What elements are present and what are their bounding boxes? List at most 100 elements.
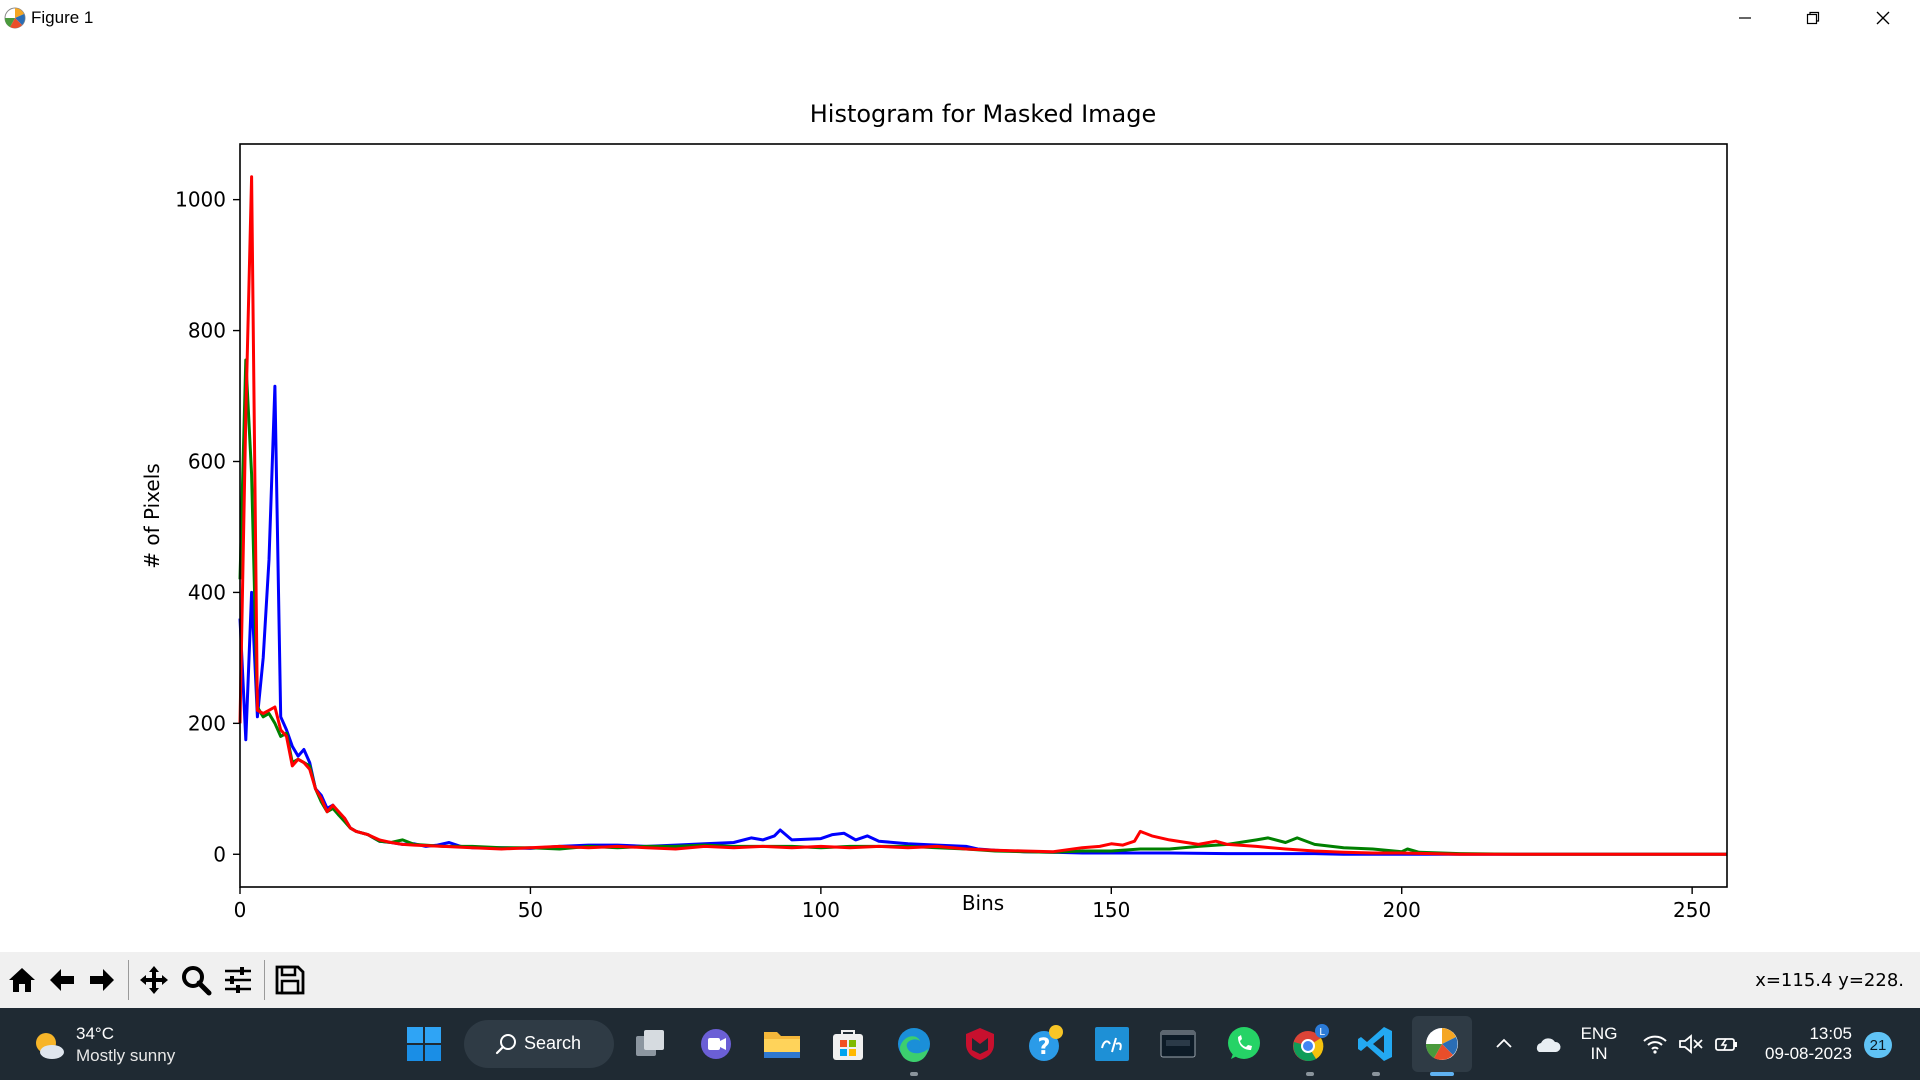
search-icon: [495, 1034, 516, 1055]
home-icon: [9, 968, 35, 992]
forward-button[interactable]: [84, 962, 120, 998]
task-view-button[interactable]: [628, 1022, 672, 1066]
back-arrow-icon: [50, 969, 74, 991]
onedrive-button[interactable]: [1530, 1022, 1564, 1066]
edge-icon: [898, 1028, 930, 1063]
store-icon: [833, 1030, 863, 1060]
minimize-button[interactable]: [1710, 0, 1780, 36]
chrome-button[interactable]: L: [1288, 1022, 1332, 1066]
toolbar-separator: [264, 960, 265, 1000]
save-icon: [275, 965, 305, 995]
clock-date: 09-08-2023: [1765, 1044, 1852, 1063]
search-label: Search: [524, 1033, 582, 1053]
taskbar-running-indicator: [910, 1072, 918, 1076]
language-indicator[interactable]: ENG IN: [1572, 1024, 1626, 1064]
mysql-icon: [1160, 1030, 1196, 1058]
window-titlebar: Figure 1: [0, 0, 1920, 36]
x-axis-ticks: 0 50 100 150 200 250: [234, 887, 1711, 922]
myhp-icon: [1095, 1027, 1129, 1061]
zoom-icon: [182, 966, 212, 996]
wifi-icon: [1643, 1035, 1667, 1054]
forward-arrow-icon: [90, 969, 114, 991]
cursor-coordinates: x=115.4 y=228.: [1755, 970, 1904, 991]
matplotlib-icon: [1425, 1028, 1458, 1060]
windows-taskbar: 34°C Mostly sunny Search ?: [0, 1008, 1920, 1080]
help-icon: ?: [1029, 1025, 1063, 1061]
partly-sunny-icon: [36, 1033, 64, 1059]
plot-frame: [239, 143, 1728, 888]
clock-time: 13:05: [1809, 1024, 1852, 1043]
x-tick-label: 0: [234, 898, 247, 922]
microsoft-store-button[interactable]: [826, 1022, 870, 1066]
x-tick-label: 200: [1383, 898, 1421, 922]
close-button[interactable]: [1848, 0, 1918, 36]
svg-text:L: L: [1319, 1027, 1325, 1038]
matplotlib-icon: [4, 7, 26, 29]
minimize-icon: [1739, 17, 1751, 19]
teams-chat-button[interactable]: [694, 1022, 738, 1066]
vscode-button[interactable]: [1354, 1022, 1398, 1066]
x-tick-label: 50: [518, 898, 543, 922]
x-tick-label: 150: [1092, 898, 1130, 922]
svg-text:?: ?: [1038, 1035, 1051, 1060]
x-axis-label: Bins: [962, 891, 1004, 915]
taskbar-search[interactable]: Search: [464, 1020, 614, 1068]
battery-button[interactable]: [1712, 1022, 1742, 1066]
y-tick-label: 0: [213, 842, 226, 866]
matplotlib-figure-taskbar-button[interactable]: [1412, 1016, 1472, 1072]
y-tick-label: 200: [188, 711, 226, 735]
series-line-1: [238, 358, 1727, 856]
back-button[interactable]: [44, 962, 80, 998]
teams-chat-icon: [701, 1029, 731, 1059]
series-layer: [238, 175, 1727, 856]
volume-button[interactable]: [1676, 1022, 1706, 1066]
mcafee-button[interactable]: [958, 1022, 1002, 1066]
get-help-button[interactable]: ?: [1024, 1022, 1068, 1066]
pan-icon: [140, 966, 168, 994]
taskbar-running-indicator: [1306, 1072, 1314, 1076]
task-view-icon: [636, 1030, 664, 1056]
clock[interactable]: 13:05 09-08-2023: [1756, 1024, 1852, 1064]
restore-button[interactable]: [1778, 0, 1848, 36]
histogram-chart: Histogram for Masked Image 0 50 100 150 200 2…: [140, 100, 1728, 922]
chart-title: Histogram for Masked Image: [810, 100, 1157, 128]
chrome-icon: L: [1293, 1024, 1329, 1062]
whatsapp-button[interactable]: [1222, 1022, 1266, 1066]
configure-subplots-icon: [225, 967, 251, 993]
y-axis-label: # of Pixels: [140, 463, 164, 568]
edge-browser-button[interactable]: [892, 1022, 936, 1066]
whatsapp-icon: [1228, 1027, 1260, 1059]
y-tick-label: 1000: [175, 188, 226, 212]
series-line-0: [238, 384, 1727, 856]
mysql-workbench-button[interactable]: [1156, 1022, 1200, 1066]
mcafee-shield-icon: [966, 1028, 994, 1060]
folder-icon: [764, 1032, 800, 1058]
x-tick-label: 100: [802, 898, 840, 922]
chevron-up-icon: [1496, 1038, 1512, 1048]
vscode-icon: [1358, 1027, 1392, 1061]
navigation-toolbar: x=115.4 y=228.: [0, 952, 1920, 1008]
start-button[interactable]: [402, 1022, 446, 1066]
battery-charging-icon: [1715, 1038, 1737, 1051]
taskbar-active-indicator: [1430, 1072, 1454, 1076]
zoom-button[interactable]: [178, 962, 214, 998]
window-title: Figure 1: [31, 8, 94, 27]
home-button[interactable]: [4, 962, 40, 998]
windows-start-icon: [407, 1027, 441, 1061]
myhp-button[interactable]: [1090, 1022, 1134, 1066]
file-explorer-button[interactable]: [760, 1022, 804, 1066]
volume-muted-icon: [1679, 1034, 1703, 1054]
show-hidden-icons-button[interactable]: [1490, 1022, 1518, 1066]
language-code: ENG: [1580, 1024, 1618, 1043]
weather-widget[interactable]: 34°C Mostly sunny: [30, 1022, 210, 1068]
configure-subplots-button[interactable]: [220, 962, 256, 998]
save-button[interactable]: [272, 962, 308, 998]
wifi-button[interactable]: [1640, 1022, 1670, 1066]
y-tick-label: 400: [188, 580, 226, 604]
figure-canvas[interactable]: Histogram for Masked Image 0 50 100 150 200 2…: [0, 36, 1920, 952]
pan-button[interactable]: [136, 962, 172, 998]
x-tick-label: 250: [1673, 898, 1711, 922]
notification-badge[interactable]: 21: [1864, 1032, 1892, 1058]
taskbar-running-indicator: [1372, 1072, 1380, 1076]
close-icon: [1876, 11, 1890, 25]
